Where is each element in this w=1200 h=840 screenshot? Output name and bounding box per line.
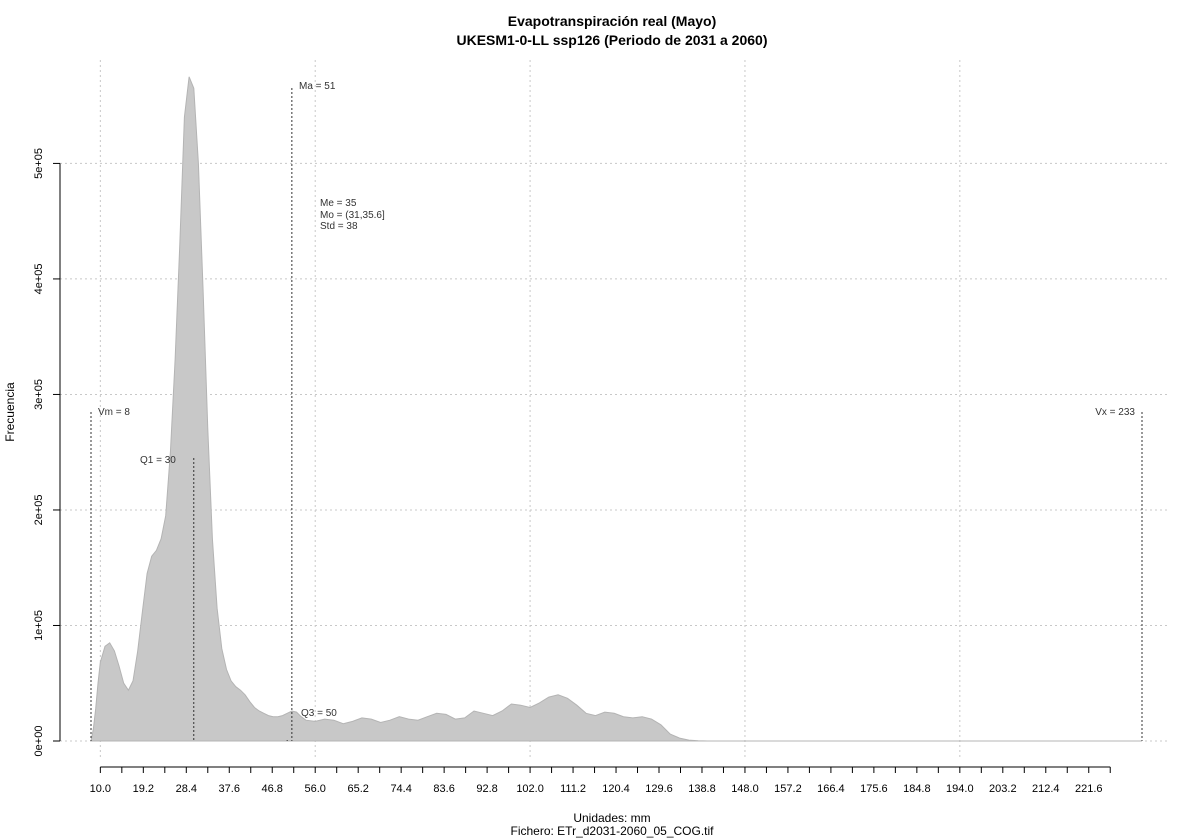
stat-median: Me = 35 (320, 198, 357, 209)
x-tick-label: 10.0 (90, 783, 111, 795)
vline-label-3: Ma = 51 (299, 81, 336, 92)
x-tick-label: 194.0 (946, 783, 974, 795)
y-tick-label: 2e+05 (33, 495, 45, 526)
chart-subtitle: UKESM1-0-LL ssp126 (Periodo de 2031 a 20… (457, 32, 768, 48)
grid (60, 60, 1170, 760)
density-area (90, 76, 1142, 742)
density-series (90, 76, 1142, 742)
reference-lines: Vm = 8 Q1 = 30 Q3 = 50 Ma = 51 Vx = 233 (90, 81, 1143, 741)
vline-label-4: Vx = 233 (1095, 407, 1135, 418)
x-tick-label: 111.2 (560, 783, 586, 795)
vline-label-1: Q1 = 30 (140, 455, 176, 466)
stat-mode: Mo = (31,35.6] (320, 210, 385, 221)
chart-title: Evapotranspiración real (Mayo) (508, 13, 717, 29)
x-tick-label: 37.6 (219, 783, 240, 795)
x-tick-label: 203.2 (989, 783, 1017, 795)
x-tick-label: 65.2 (347, 783, 368, 795)
x-tick-label: 83.6 (433, 783, 454, 795)
x-tick-label: 56.0 (305, 783, 326, 795)
y-tick-label: 4e+05 (33, 263, 45, 294)
y-axis-label: Frecuencia (3, 382, 17, 442)
x-tick-label: 120.4 (602, 783, 630, 795)
x-tick-label: 74.4 (390, 783, 411, 795)
x-tick-label: 148.0 (731, 783, 759, 795)
x-tick-label: 212.4 (1032, 783, 1060, 795)
y-tick-label: 0e+00 (33, 726, 45, 757)
stat-std: Std = 38 (320, 221, 358, 232)
vline-label-2: Q3 = 50 (301, 708, 337, 719)
x-tick-label: 129.6 (645, 783, 673, 795)
x-tick-label: 102.0 (516, 783, 544, 795)
y-tick-label: 1e+05 (33, 610, 45, 641)
x-tick-label: 92.8 (476, 783, 497, 795)
axes: 10.0 19.2 28.4 37.6 46.8 56.0 65.2 74.4 83.6 92.8… (33, 148, 1111, 795)
y-tick-label: 5e+05 (33, 148, 45, 179)
x-tick-label: 138.8 (688, 783, 716, 795)
file-caption: Fichero: ETr_d2031-2060_05_COG.tif (511, 824, 715, 838)
x-tick-label: 166.4 (817, 783, 845, 795)
x-tick-label: 157.2 (774, 783, 802, 795)
x-tick-label: 19.2 (133, 783, 154, 795)
x-tick-label: 46.8 (262, 783, 283, 795)
x-tick-label: 221.6 (1075, 783, 1103, 795)
y-tick-label: 3e+05 (33, 379, 45, 410)
x-axis-label: Unidades: mm (573, 811, 650, 825)
x-tick-label: 184.8 (903, 783, 931, 795)
x-tick-label: 28.4 (176, 783, 197, 795)
x-tick-label: 175.6 (860, 783, 888, 795)
vline-label-0: Vm = 8 (98, 407, 130, 418)
